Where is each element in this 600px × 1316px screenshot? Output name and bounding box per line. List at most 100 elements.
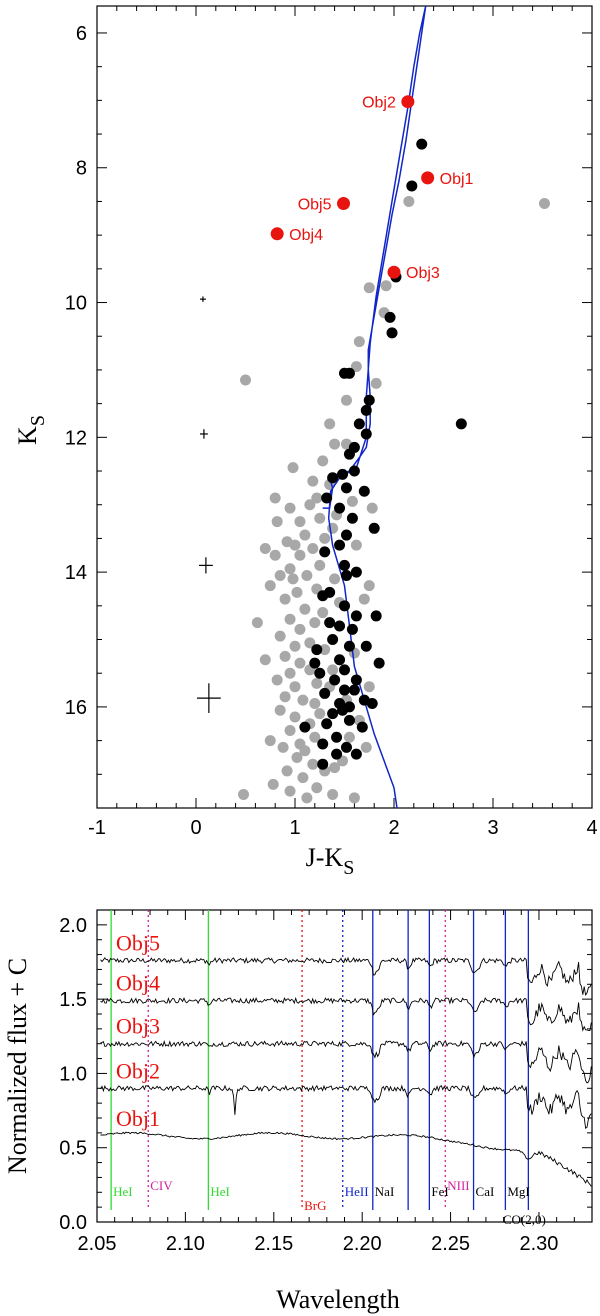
cmd-cluster-star-point xyxy=(360,404,372,416)
cmd-field-star-point xyxy=(284,724,296,736)
spectral-line-label: NaI xyxy=(375,1184,395,1199)
spectra-xlabel: Wavelength xyxy=(276,1285,400,1314)
cmd-field-star-point xyxy=(289,539,301,551)
cmd-field-star-point xyxy=(297,694,309,706)
cmd-xlabel-main: J-K xyxy=(306,843,344,872)
cmd-cluster-star-point xyxy=(340,741,352,753)
cmd-ytick-label: 6 xyxy=(76,23,87,45)
cmd-field-star-point xyxy=(279,691,291,703)
cmd-field-star-point xyxy=(307,758,319,770)
cmd-error-bars xyxy=(196,296,221,713)
spec-ytick-label: 1.0 xyxy=(59,1063,87,1085)
cmd-field-star-point xyxy=(350,361,362,373)
spec-ytick-label: 1.5 xyxy=(59,989,87,1011)
cmd-field-star-point xyxy=(363,282,375,294)
spectral-line-label: FeI xyxy=(431,1184,448,1199)
cmd-cluster-star-point xyxy=(321,718,333,730)
cmd-field-star-point xyxy=(274,630,286,642)
cmd-field-star-point xyxy=(289,711,301,723)
spec-xtick-label: 2.05 xyxy=(78,1233,117,1255)
cmd-field-star-point xyxy=(291,751,303,763)
cmd-xtick-label: 0 xyxy=(190,817,201,839)
cmd-cluster-star-point xyxy=(319,546,331,558)
cmd-field-star-point xyxy=(301,569,313,581)
cmd-grey-points xyxy=(238,195,550,804)
cmd-object-point xyxy=(270,227,284,241)
cmd-ytick-label: 12 xyxy=(65,427,87,449)
cmd-cluster-star-point xyxy=(346,623,358,635)
spectra-panel: 2.05 2.10 2.15 2.20 2.25 2.300.00.51.01.52.0 … xyxy=(3,909,593,1314)
cmd-field-star-point xyxy=(264,735,276,747)
spectra-frame xyxy=(96,909,593,1223)
cmd-cluster-star-point xyxy=(366,698,378,710)
cmd-cluster-star-point xyxy=(324,617,336,629)
cmd-xtick-label: 3 xyxy=(487,817,498,839)
spec-ytick-label: 2.0 xyxy=(59,915,87,937)
cmd-field-star-point xyxy=(301,792,313,804)
cmd-field-star-point xyxy=(274,704,286,716)
cmd-object-point xyxy=(401,95,415,109)
spec-xtick-label: 2.20 xyxy=(343,1233,382,1255)
cmd-object-point xyxy=(337,196,351,210)
cmd-frame xyxy=(96,5,593,809)
cmd-field-star-point xyxy=(314,559,326,571)
spec-xtick-label: 2.30 xyxy=(519,1233,558,1255)
cmd-cluster-star-point xyxy=(337,704,349,716)
cmd-field-star-point xyxy=(380,280,392,292)
spectrum-curve xyxy=(100,1084,592,1130)
cmd-xlabel: J-KS xyxy=(306,843,355,879)
spectral-line-label: HeI xyxy=(210,1184,230,1199)
cmd-field-star-point xyxy=(294,657,306,669)
cmd-xtick-label: -1 xyxy=(88,817,106,839)
cmd-field-star-point xyxy=(277,741,289,753)
cmd-field-star-point xyxy=(297,772,309,784)
cmd-field-star-point xyxy=(264,580,276,592)
cmd-cluster-star-point xyxy=(317,758,329,770)
cmd-cluster-star-point xyxy=(334,502,346,514)
cmd-field-star-point xyxy=(353,336,365,348)
cmd-field-star-point xyxy=(370,377,382,389)
cmd-field-star-point xyxy=(287,573,299,585)
cmd-field-star-point xyxy=(309,617,321,629)
cmd-cluster-star-point xyxy=(343,714,355,726)
cmd-cluster-star-point xyxy=(334,620,346,632)
cmd-field-star-point xyxy=(304,637,316,649)
cmd-ylabel-main: K xyxy=(13,426,42,445)
cmd-object-label: Obj2 xyxy=(362,95,396,112)
spectrum-curve xyxy=(100,956,592,997)
cmd-cluster-star-point xyxy=(370,610,382,622)
cmd-cluster-star-point xyxy=(350,566,362,578)
cmd-cluster-star-point xyxy=(329,674,341,686)
cmd-field-star-point xyxy=(309,698,321,710)
cmd-ytick-label: 10 xyxy=(65,293,87,315)
spectral-line-label: CIV xyxy=(150,1178,173,1193)
cmd-field-star-point xyxy=(294,623,306,635)
cmd-cluster-star-point xyxy=(339,600,350,612)
cmd-xtick-label: 4 xyxy=(586,817,597,839)
cmd-cluster-star-point xyxy=(319,687,331,699)
cmd-cluster-star-point xyxy=(327,634,339,646)
cmd-field-star-point xyxy=(307,475,319,487)
cmd-object-point xyxy=(421,171,435,185)
cmd-cluster-star-point xyxy=(358,485,370,497)
spectral-line-label: MgI xyxy=(507,1184,529,1199)
cmd-object-label: Obj4 xyxy=(289,227,323,244)
spec-xtick-label: 2.25 xyxy=(431,1233,470,1255)
cmd-cluster-star-point xyxy=(340,529,352,541)
spectral-line-label: CO(2,0) xyxy=(503,1212,546,1227)
cmd-cluster-star-point xyxy=(311,644,323,656)
cmd-field-star-point xyxy=(327,522,339,534)
spectral-line-label: NIII xyxy=(447,1178,469,1193)
cmd-cluster-star-point xyxy=(384,311,396,323)
cmd-field-star-point xyxy=(291,586,303,598)
cmd-cluster-star-point xyxy=(416,138,428,150)
cmd-cluster-star-point xyxy=(339,664,350,676)
cmd-cluster-star-point xyxy=(348,684,360,696)
cmd-field-star-point xyxy=(538,197,550,209)
cmd-field-star-point xyxy=(299,603,311,615)
spectral-line-label: HeII xyxy=(345,1184,369,1199)
cmd-cluster-star-point xyxy=(360,428,372,440)
cmd-cluster-star-point xyxy=(299,721,311,733)
cmd-field-star-point xyxy=(327,789,339,801)
